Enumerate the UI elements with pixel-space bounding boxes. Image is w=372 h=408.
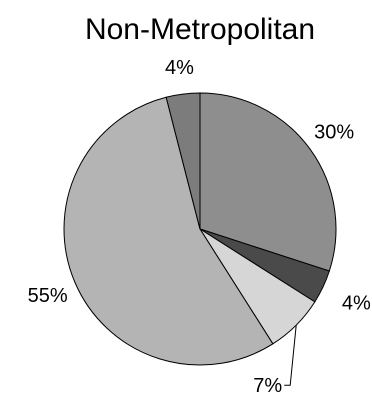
- data-label-5: 4%: [165, 57, 194, 79]
- data-label-3: 7%: [253, 375, 282, 397]
- pie-slice-5: [165, 92, 201, 230]
- pie-slice-4: [63, 96, 274, 366]
- data-label-4: 55%: [28, 285, 68, 307]
- data-label-2: 4%: [342, 293, 371, 315]
- data-labels: 30% 4% 7% 55% 4%: [28, 57, 371, 397]
- data-label-1: 30%: [314, 122, 354, 144]
- leader-lines: [284, 325, 297, 386]
- leader-line-3: [284, 325, 297, 386]
- chart-title: Non-Metropolitan: [85, 13, 315, 46]
- pie-slice-1: [199, 92, 337, 272]
- pie-slices: [63, 92, 337, 366]
